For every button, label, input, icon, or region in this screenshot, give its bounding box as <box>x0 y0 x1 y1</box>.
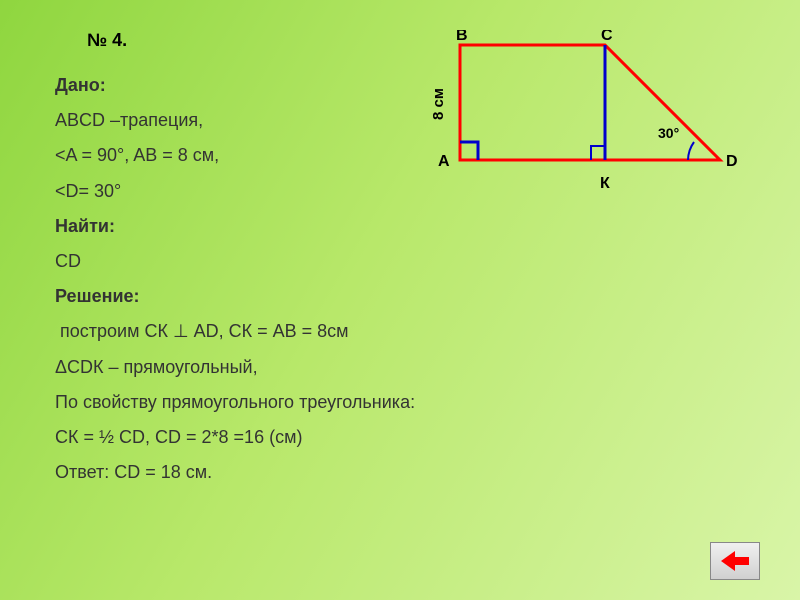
angle-arc-d <box>688 142 694 160</box>
solution-step2: ΔСDК – прямоугольный, <box>55 355 770 380</box>
right-angle-marker-k <box>591 146 605 160</box>
diagram-svg: B C A D К 8 см 30° <box>420 30 740 210</box>
prev-button[interactable] <box>710 542 760 580</box>
solution-step1: построим СК ⊥ AD, СК = AB = 8см <box>55 319 770 344</box>
solution-step3: По свойству прямоугольного треугольника: <box>55 390 770 415</box>
find-value: СD <box>55 249 770 274</box>
angle-label: 30° <box>658 125 679 141</box>
point-label-a: A <box>438 153 450 170</box>
trapezoid-shape <box>460 45 720 160</box>
point-label-c: C <box>601 30 613 44</box>
arrow-left-icon <box>719 549 751 573</box>
solution-step4: CК = ½ CD, CD = 2*8 =16 (cм) <box>55 425 770 450</box>
solution-label: Решение: <box>55 284 770 309</box>
solution-answer: Ответ: CD = 18 см. <box>55 460 770 485</box>
find-label: Найти: <box>55 214 770 239</box>
side-label: 8 см <box>430 88 447 120</box>
point-label-k: К <box>600 175 610 192</box>
geometry-diagram: B C A D К 8 см 30° <box>420 30 740 210</box>
right-angle-marker-a <box>460 142 478 160</box>
point-label-d: D <box>726 153 738 170</box>
point-label-b: B <box>456 30 468 44</box>
